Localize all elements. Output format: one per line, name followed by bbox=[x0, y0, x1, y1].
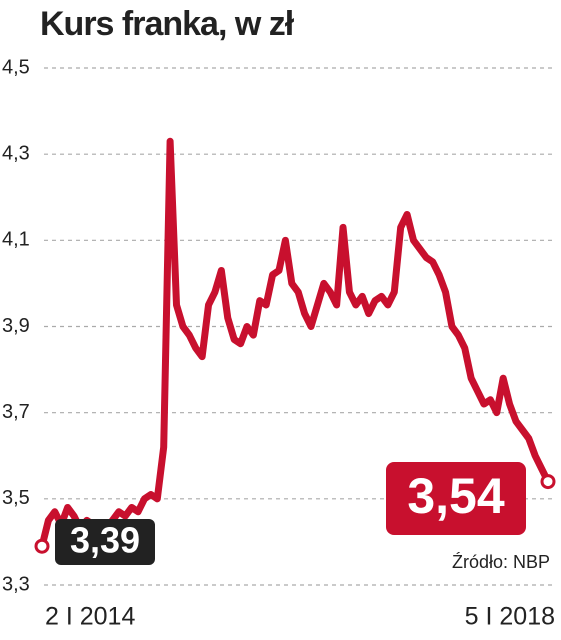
label-box bbox=[386, 462, 526, 535]
value-label: 3,39 bbox=[55, 519, 155, 565]
line bbox=[38, 137, 552, 548]
y-tick-label: 4,3 bbox=[2, 142, 30, 164]
source: Źródło: NBP bbox=[452, 552, 550, 572]
label-box bbox=[55, 519, 155, 565]
value-label-text: 3,39 bbox=[70, 520, 140, 561]
value-label-text: 3,54 bbox=[407, 468, 505, 524]
y-tick-label: 3,3 bbox=[2, 573, 30, 595]
value-label: 3,54 bbox=[386, 462, 526, 535]
end-point bbox=[540, 474, 556, 490]
chart-title: Kurs franka, w zł bbox=[40, 5, 295, 43]
y-tick-label: 3,7 bbox=[2, 401, 30, 423]
x-tick-label: 2 I 2014 bbox=[45, 603, 135, 631]
y-tick-label: 3,9 bbox=[2, 315, 30, 337]
y-tick-label: 3,5 bbox=[2, 487, 30, 509]
end-point bbox=[34, 538, 50, 554]
y-tick-label: 4,5 bbox=[2, 56, 30, 78]
x-tick-label: 5 I 2018 bbox=[465, 603, 555, 631]
y-tick-label: 4,1 bbox=[2, 229, 30, 251]
